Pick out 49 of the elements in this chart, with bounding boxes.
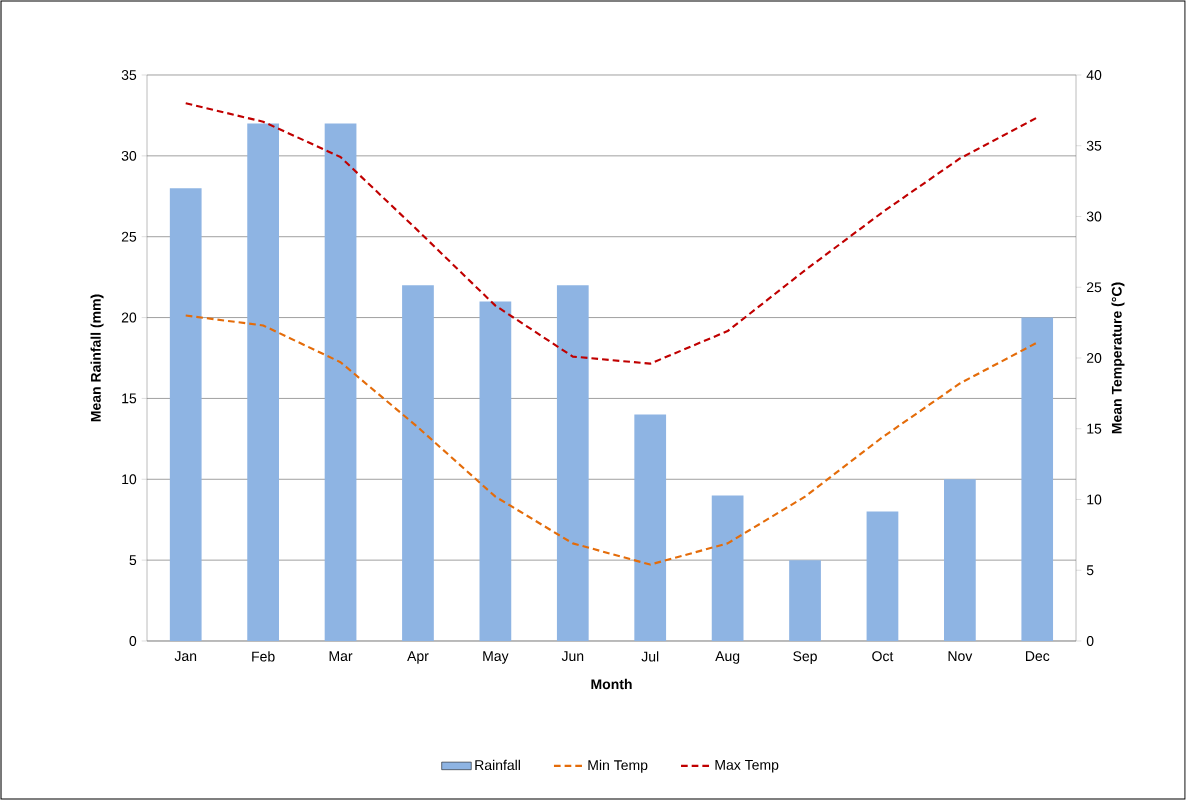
line-series [184,102,1039,365]
bar [789,560,821,641]
y-axis-title: Mean Rainfall (mm) [90,294,104,422]
y2-tick-label: 25 [1086,282,1102,293]
x-tick-label: Jan [174,651,197,662]
y-tick-label: 20 [121,312,137,323]
y-tick-label: 35 [121,70,137,80]
y-tick-label: 10 [122,474,137,485]
x-tick-label: Apr [407,651,429,664]
y-tick-label: 30 [121,150,137,161]
legend-label: Rainfall [475,759,520,771]
x-tick-label: May [483,651,509,664]
x-tick-label: Sep [793,651,817,664]
bar [944,479,976,641]
x-tick-label: Mar [329,651,353,662]
bar [247,123,280,641]
y2-tick-label: 0 [1086,636,1094,646]
bar [324,123,357,641]
y-tick-label: 0 [129,636,137,646]
y-tick-label: 5 [129,555,137,566]
y2-tick-label: 5 [1086,565,1094,576]
x-tick-label: Nov [948,651,973,662]
y2-tick-label: 30 [1086,211,1102,222]
bar [711,495,744,641]
legend-label: Max Temp [715,760,779,773]
x-tick-label: Jun [561,651,584,662]
legend-label: Min Temp [588,759,648,773]
y-tick-label: 25 [121,231,137,242]
y2-tick-label: 35 [1086,140,1102,151]
bar [866,511,899,641]
x-tick-label: Aug [715,651,740,664]
y2-tick-label: 20 [1086,353,1102,363]
x-tick-label: Dec [1025,651,1050,662]
bar [634,414,667,641]
line-series [184,314,1039,566]
bar [402,285,434,641]
x-axis-title: Month [591,678,632,690]
y-tick-label: 15 [122,393,137,404]
y2-tick-label: 15 [1087,423,1102,434]
y2-axis-title: Mean Temperature (°C) [1111,282,1125,434]
x-tick-label: Jul [641,651,659,662]
bar [1021,317,1054,641]
bar [556,285,589,641]
x-tick-label: Oct [872,651,894,662]
y2-tick-label: 10 [1087,494,1102,505]
bar [169,188,202,641]
x-tick-label: Feb [252,651,275,662]
y2-tick-label: 40 [1086,70,1102,80]
bar [479,301,512,641]
